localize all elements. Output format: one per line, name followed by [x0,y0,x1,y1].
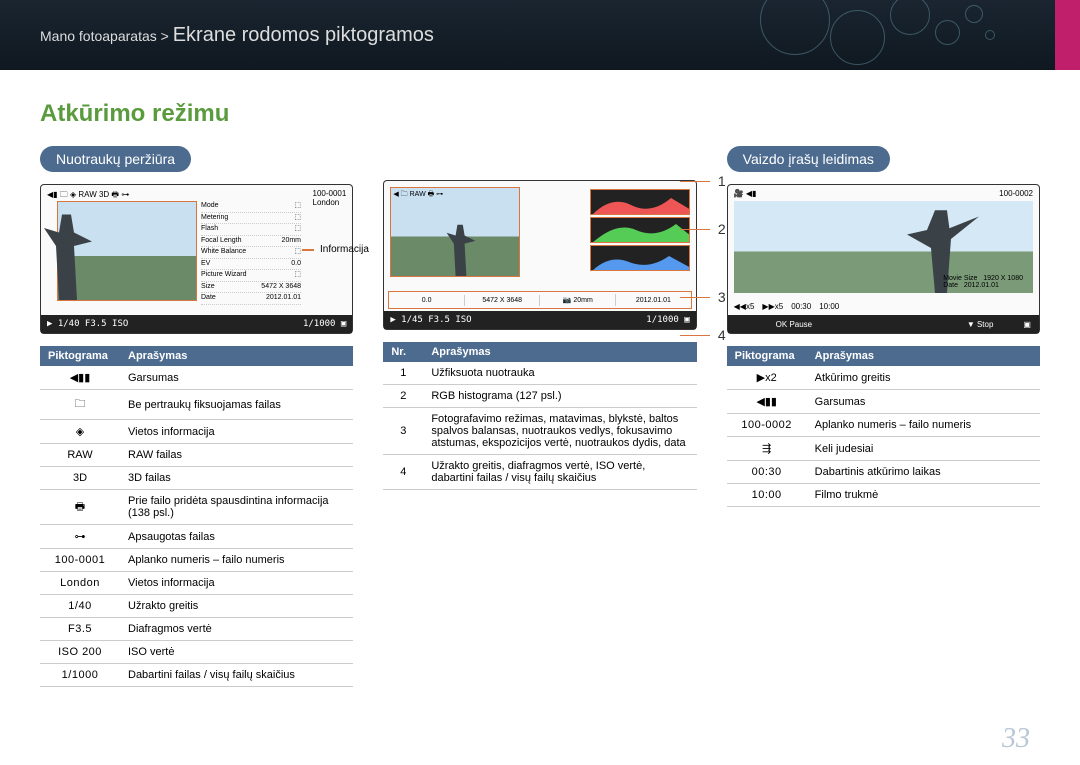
icon-cell: 00:30 [727,461,807,484]
icon-cell: RAW [40,444,120,467]
desc-cell: Diafragmos vertė [120,618,353,641]
crumb-prefix: Mano fotoaparatas > [40,28,169,44]
icon-cell: ◀▮▮ [727,390,807,414]
desc-cell: Apsaugotas failas [120,525,353,549]
top-banner: Mano fotoaparatas > Ekrane rodomos pikto… [0,0,1080,70]
desc-cell: Aplanko numeris – failo numeris [120,549,353,572]
breadcrumb: Mano fotoaparatas > Ekrane rodomos pikto… [40,24,434,47]
desc-cell: RGB histograma (127 psl.) [423,385,696,408]
info-label: Informacija [320,244,369,255]
icon-cell: ◈ [40,420,120,444]
th-desc2: Aprašymas [423,342,696,362]
pill-photos: Nuotraukų peržiūra [40,146,191,172]
icon-cell: 🖶 [40,490,120,525]
th-icon: Piktograma [40,346,120,366]
desc-cell: Dabartinis atkūrimo laikas [807,461,1040,484]
desc-cell: Keli judesiai [807,437,1040,461]
decoration-circles [760,0,1020,70]
page-number: 33 [1002,723,1030,755]
desc-cell: 3D failas [120,467,353,490]
desc-cell: Garsumas [807,390,1040,414]
column-photos: Nuotraukų peržiūra ◀▮ 🗀 ◈ RAW 3D 🖶 ⊶100-… [40,146,353,687]
icon-cell: 3D [40,467,120,490]
section-title: Atkūrimo režimu [40,100,1040,128]
desc-cell: Užfiksuota nuotrauka [423,362,696,385]
icon-cell: 1/40 [40,595,120,618]
th-nr: Nr. [383,342,423,362]
icon-cell: London [40,572,120,595]
th-desc: Aprašymas [120,346,353,366]
desc-cell: Atkūrimo greitis [807,366,1040,390]
desc-cell: Garsumas [120,366,353,390]
desc-cell: Aplanko numeris – failo numeris [807,414,1040,437]
crumb-main: Ekrane rodomos piktogramos [173,24,434,46]
content: Atkūrimo režimu Nuotraukų peržiūra ◀▮ 🗀 … [0,70,1080,697]
desc-cell: Užrakto greitis [120,595,353,618]
desc-cell: RAW failas [120,444,353,467]
icon-cell: F3.5 [40,618,120,641]
icon-cell: 100-0001 [40,549,120,572]
icon-cell: 10:00 [727,484,807,507]
screen-video-playback: 🎥 ◀▮100-0002 Movie Size 1920 X 1080Date … [727,184,1040,334]
desc-cell: Fotografavimo režimas, matavimas, blykst… [423,408,696,455]
table-numbers: Nr.Aprašymas 1Užfiksuota nuotrauka2RGB h… [383,342,696,490]
th-desc3: Aprašymas [807,346,1040,366]
desc-cell: Vietos informacija [120,572,353,595]
icon-cell: 100-0002 [727,414,807,437]
desc-cell: ISO vertė [120,641,353,664]
icon-cell: 3 [383,408,423,455]
desc-cell: Prie failo pridėta spausdintina informac… [120,490,353,525]
desc-cell: Dabartini failas / visų failų skaičius [120,664,353,687]
icon-cell: 🗀 [40,390,120,420]
table-icons-3: PiktogramaAprašymas ▶x2Atkūrimo greitis◀… [727,346,1040,507]
icon-cell: ⊶ [40,525,120,549]
icon-cell: 1/1000 [40,664,120,687]
icon-cell: ISO 200 [40,641,120,664]
screen-photo-preview: ◀▮ 🗀 ◈ RAW 3D 🖶 ⊶100-0001London Mode⬚Met… [40,184,353,334]
icon-cell: ◀▮▮ [40,366,120,390]
desc-cell: Filmo trukmė [807,484,1040,507]
desc-cell: Vietos informacija [120,420,353,444]
screen-histogram: ◀ 🗀 RAW 🖶 ⊶ 0.05472 X 3648📷 20mm2012.01.… [383,180,696,330]
column-video: Vaizdo įrašų leidimas 🎥 ◀▮100-0002 Movie… [727,146,1040,687]
icon-cell: 4 [383,455,423,490]
icon-cell: 1 [383,362,423,385]
desc-cell: Užrakto greitis, diafragmos vertė, ISO v… [423,455,696,490]
table-icons-1: PiktogramaAprašymas ◀▮▮Garsumas🗀Be pertr… [40,346,353,687]
column-details: ◀ 🗀 RAW 🖶 ⊶ 0.05472 X 3648📷 20mm2012.01.… [383,146,696,687]
icon-cell: ⇶ [727,437,807,461]
th-icon3: Piktograma [727,346,807,366]
icon-cell: ▶x2 [727,366,807,390]
icon-cell: 2 [383,385,423,408]
pill-video: Vaizdo įrašų leidimas [727,146,890,172]
desc-cell: Be pertraukų fiksuojamas failas [120,390,353,420]
